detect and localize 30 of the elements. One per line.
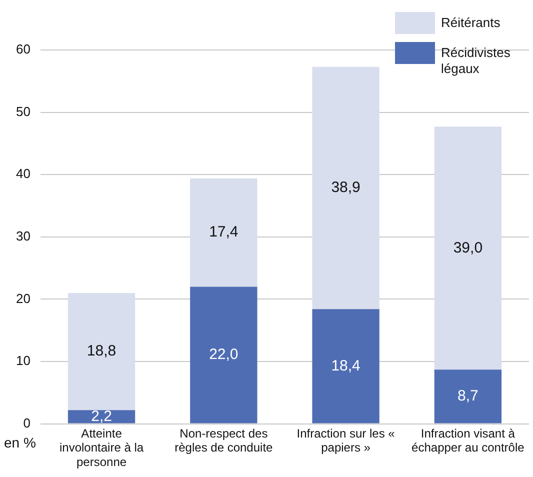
bar: [434, 126, 502, 370]
legend-label: Récidivistes légaux: [441, 45, 512, 77]
y-tick-label: 40: [16, 166, 30, 182]
x-tick-label: Non-respect des règles de conduite: [174, 426, 274, 455]
bar: [190, 286, 258, 424]
bar: [312, 66, 380, 310]
x-tick-label: Infraction sur les « papiers »: [296, 426, 396, 455]
bar: [434, 370, 502, 424]
data-label: 8,7: [458, 388, 478, 405]
data-label: 2,2: [91, 408, 112, 425]
data-label: 22,0: [209, 346, 238, 364]
x-tick-label: Atteinte involontaire à la personne: [59, 426, 144, 470]
data-label: 39,0: [453, 239, 483, 256]
bar: [68, 410, 136, 424]
legend-label: Réitérants: [441, 15, 502, 31]
x-tick-label: Infraction visant à échapper au contrôle: [412, 426, 525, 455]
y-tick-label: 60: [16, 42, 30, 57]
bar: [312, 309, 380, 424]
y-tick-label: 50: [16, 104, 30, 119]
y-axis-title: en %: [4, 434, 36, 451]
y-tick-label: 30: [16, 228, 30, 244]
bar: [190, 178, 258, 287]
data-label: 17,4: [209, 224, 238, 241]
data-label: 18,4: [331, 357, 360, 374]
y-tick-label: 0: [23, 415, 30, 430]
data-label: 18,8: [86, 342, 116, 360]
bar: [68, 292, 136, 410]
y-tick-label: 10: [16, 353, 30, 368]
y-tick-label: 20: [16, 290, 30, 306]
data-label: 38,9: [331, 179, 360, 196]
